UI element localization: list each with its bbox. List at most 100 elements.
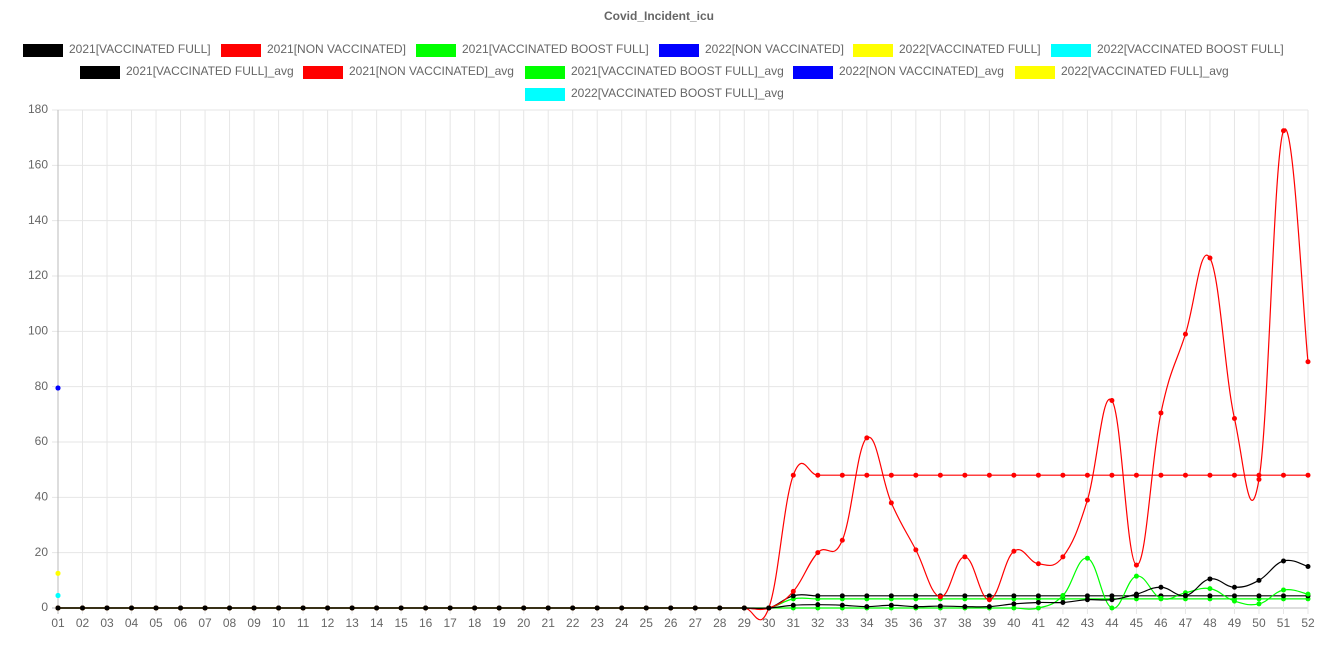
x-tick-label: 27 [689,616,703,630]
point [668,605,674,611]
legend-label: 2022[NON VACCINATED]_avg [839,64,1004,78]
point [1158,584,1164,590]
x-tick-label: 49 [1228,616,1242,630]
y-tick-label: 180 [28,102,48,116]
point [374,605,380,611]
legend-swatch [659,44,699,57]
point [1207,472,1213,478]
legend-label: 2022[VACCINATED FULL] [899,42,1041,56]
x-tick-label: 43 [1081,616,1095,630]
series [55,558,1311,611]
x-tick-label: 33 [836,616,850,630]
x-tick-label: 41 [1032,616,1046,630]
point [937,603,943,609]
legend-swatch [23,44,63,57]
x-tick-label: 52 [1301,616,1315,630]
point [962,604,968,610]
point [1158,410,1164,416]
point [1207,586,1213,592]
point [1011,605,1017,611]
point [251,605,257,611]
y-tick-label: 0 [41,600,48,614]
point [1060,554,1066,560]
x-tick-label: 24 [615,616,629,630]
point [1011,593,1017,599]
x-tick-label: 22 [566,616,580,630]
x-tick-label: 44 [1105,616,1119,630]
point [1035,605,1041,611]
point [349,605,355,611]
point [790,472,796,478]
point [1011,548,1017,554]
point [1060,599,1066,605]
point [496,605,502,611]
legend-label: 2022[VACCINATED BOOST FULL] [1097,42,1284,56]
x-tick-label: 02 [76,616,90,630]
x-tick-label: 51 [1277,616,1291,630]
point [839,472,845,478]
x-tick-label: 14 [370,616,384,630]
y-tick-label: 140 [28,213,48,227]
legend-swatch [80,66,120,79]
legend-label: 2022[VACCINATED FULL]_avg [1061,64,1229,78]
point [1305,472,1311,478]
legend-swatch [525,88,565,101]
x-tick-label: 16 [419,616,433,630]
legend-swatch [1051,44,1091,57]
point [398,605,404,611]
point [888,500,894,506]
point [545,605,551,611]
point [202,605,208,611]
x-tick-label: 15 [394,616,408,630]
point [1011,601,1017,607]
point [1256,593,1262,599]
point [80,605,86,611]
x-tick-label: 34 [860,616,874,630]
point [423,605,429,611]
x-tick-label: 46 [1154,616,1168,630]
point [325,605,331,611]
legend-label: 2021[VACCINATED FULL]_avg [126,64,294,78]
point [1084,593,1090,599]
point [937,472,943,478]
point [55,385,61,391]
point [864,604,870,610]
point [300,605,306,611]
x-tick-label: 17 [443,616,457,630]
point [839,602,845,608]
x-tick-label: 04 [125,616,139,630]
point [643,605,649,611]
y-tick-label: 80 [35,379,49,393]
point [1133,562,1139,568]
x-tick-label: 36 [909,616,923,630]
point [839,537,845,543]
x-tick-label: 39 [983,616,997,630]
point [1231,593,1237,599]
point [1231,472,1237,478]
point [717,605,723,611]
point [913,472,919,478]
point [1035,599,1041,605]
point [986,472,992,478]
x-tick-label: 13 [345,616,359,630]
x-tick-label: 48 [1203,616,1217,630]
x-tick-label: 09 [247,616,261,630]
point [692,605,698,611]
point [1060,593,1066,599]
legend-swatch [303,66,343,79]
point [1182,331,1188,337]
x-tick-label: 47 [1179,616,1193,630]
y-tick-label: 60 [35,434,49,448]
point [815,602,821,608]
point [888,602,894,608]
point [1060,472,1066,478]
point [766,605,772,611]
point [864,435,870,441]
x-tick-label: 03 [100,616,114,630]
x-tick-label: 19 [492,616,506,630]
legend-swatch [525,66,565,79]
x-tick-label: 42 [1056,616,1070,630]
point [1158,595,1164,601]
series [55,593,61,599]
x-tick-label: 38 [958,616,972,630]
